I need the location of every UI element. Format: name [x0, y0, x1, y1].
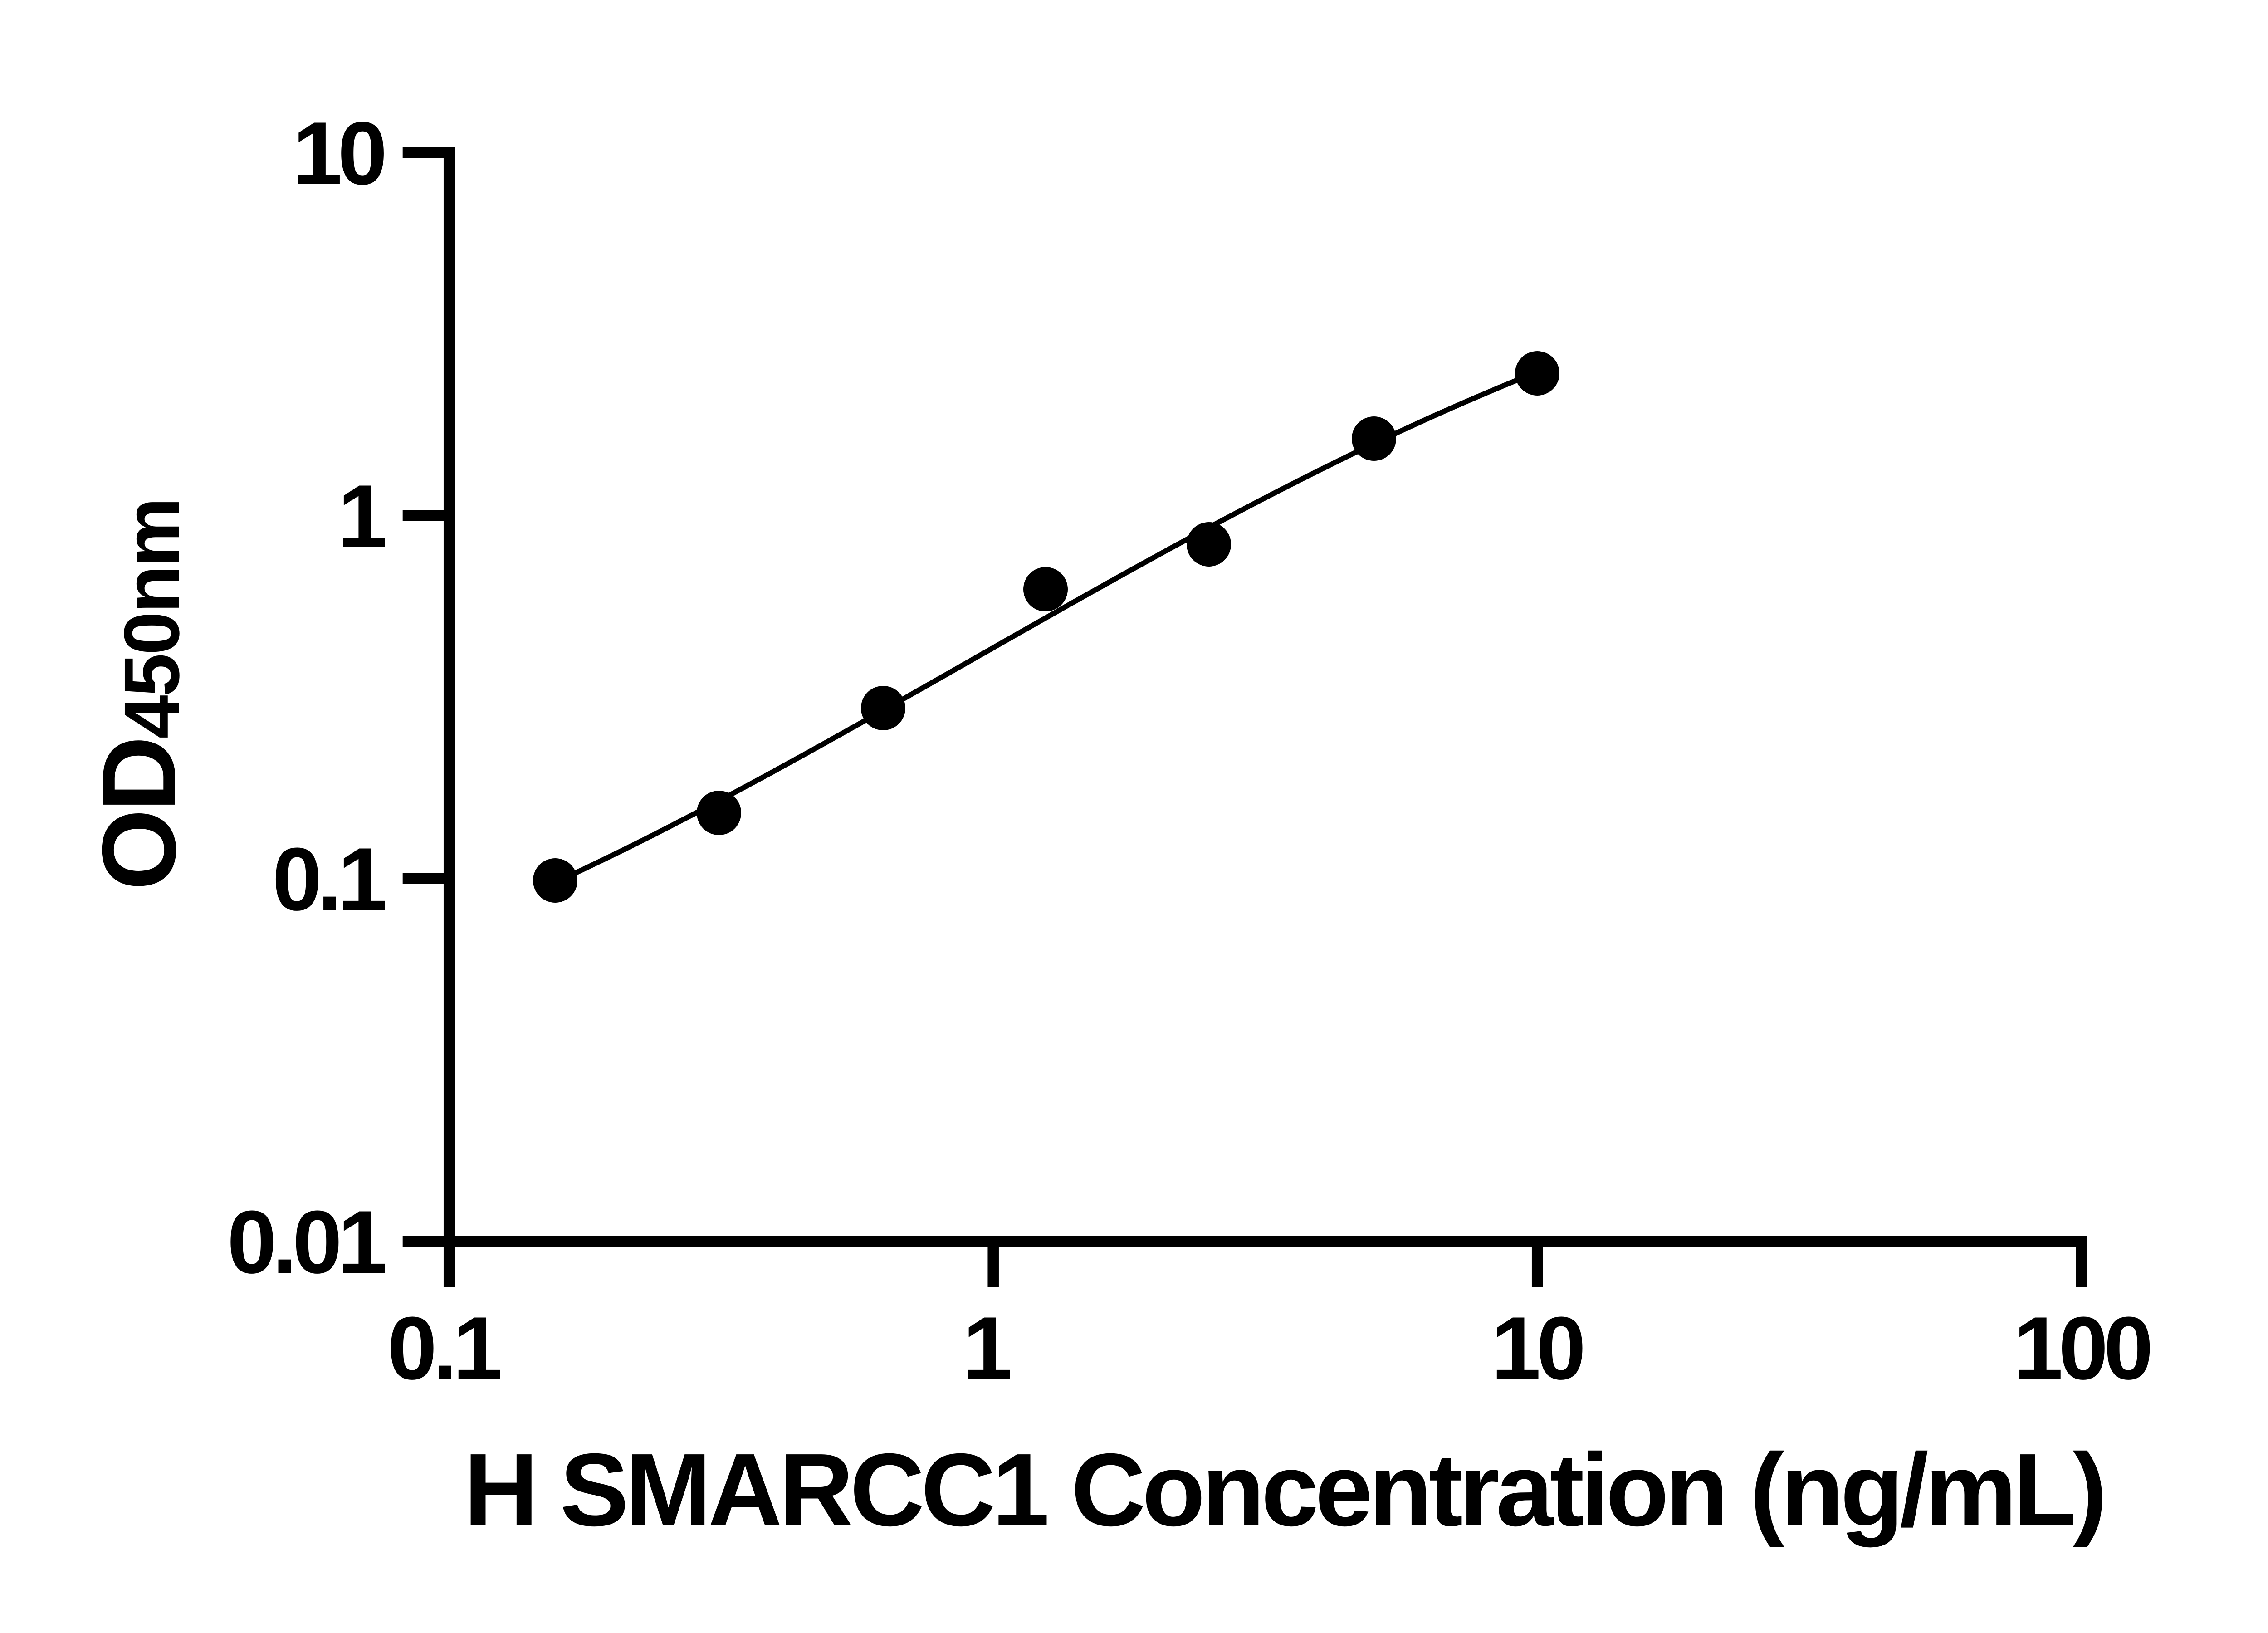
svg-text:10: 10 — [1491, 1298, 1583, 1398]
svg-text:0.1: 0.1 — [272, 829, 385, 929]
svg-text:H SMARCC1 Concentration (ng/mL: H SMARCC1 Concentration (ng/mL) — [464, 1433, 2103, 1548]
svg-text:0.01: 0.01 — [227, 1192, 386, 1292]
svg-text:1: 1 — [337, 466, 385, 566]
svg-text:10: 10 — [293, 103, 384, 203]
svg-text:OD450nm: OD450nm — [80, 499, 197, 890]
svg-text:0.1: 0.1 — [387, 1298, 500, 1398]
svg-text:1: 1 — [963, 1298, 1010, 1398]
svg-text:100: 100 — [2014, 1298, 2150, 1398]
